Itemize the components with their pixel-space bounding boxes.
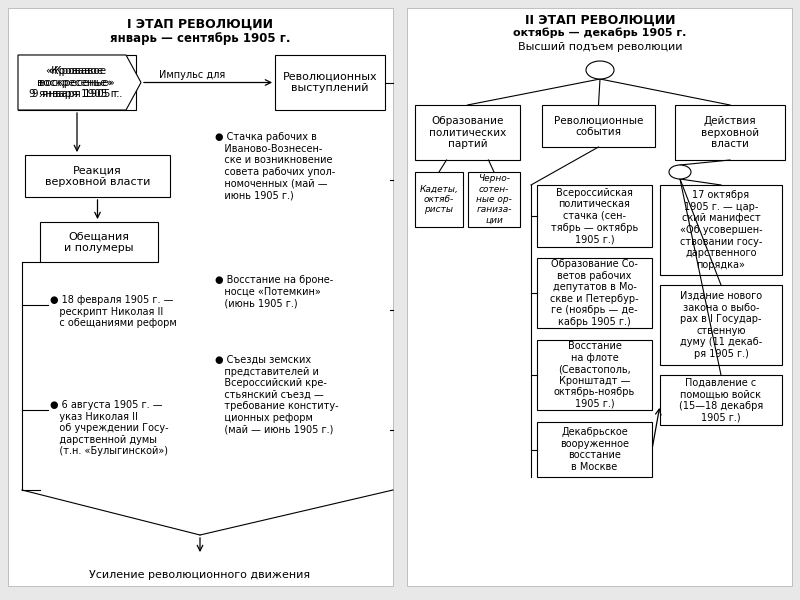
- FancyBboxPatch shape: [537, 185, 652, 247]
- FancyBboxPatch shape: [415, 172, 463, 227]
- Bar: [8, 8, 393, 586]
- Text: «Кровавое
воскресенье»
9 января 1905 г.: «Кровавое воскресенье» 9 января 1905 г.: [32, 66, 122, 99]
- Text: Образование
политических
партий: Образование политических партий: [429, 116, 506, 149]
- FancyBboxPatch shape: [542, 105, 655, 147]
- Ellipse shape: [586, 61, 614, 79]
- Text: ● 18 февраля 1905 г. —
   рескрипт Николая II
   с обещаниями реформ: ● 18 февраля 1905 г. — рескрипт Николая …: [50, 295, 177, 328]
- FancyBboxPatch shape: [18, 55, 136, 110]
- FancyBboxPatch shape: [25, 155, 170, 197]
- FancyBboxPatch shape: [537, 422, 652, 477]
- Text: Обещания
и полумеры: Обещания и полумеры: [64, 231, 134, 253]
- FancyBboxPatch shape: [537, 340, 652, 410]
- FancyBboxPatch shape: [660, 375, 782, 425]
- Text: 17 октября
1905 г. — цар-
ский манифест
«Об усовершен-
ствовании госу-
дарственн: 17 октября 1905 г. — цар- ский манифест …: [680, 190, 762, 270]
- Text: I ЭТАП РЕВОЛЮЦИИ: I ЭТАП РЕВОЛЮЦИИ: [127, 18, 273, 31]
- FancyBboxPatch shape: [415, 105, 520, 160]
- Text: Восстание
на флоте
(Севастополь,
Кронштадт —
октябрь-ноябрь
1905 г.): Восстание на флоте (Севастополь, Кроншта…: [554, 341, 635, 409]
- Text: октябрь — декабрь 1905 г.: октябрь — декабрь 1905 г.: [514, 28, 686, 38]
- FancyBboxPatch shape: [275, 55, 385, 110]
- Text: II ЭТАП РЕВОЛЮЦИИ: II ЭТАП РЕВОЛЮЦИИ: [525, 14, 675, 27]
- Text: «Кровавое
воскресенье»
9 января 1905 г.: «Кровавое воскресенье» 9 января 1905 г.: [30, 66, 120, 99]
- Text: Реакция
верховной власти: Реакция верховной власти: [45, 165, 150, 187]
- FancyBboxPatch shape: [468, 172, 520, 227]
- Text: Всероссийская
политическая
стачка (сен-
тябрь — октябрь
1905 г.): Всероссийская политическая стачка (сен- …: [551, 188, 638, 244]
- Text: январь — сентябрь 1905 г.: январь — сентябрь 1905 г.: [110, 32, 290, 45]
- FancyBboxPatch shape: [675, 105, 785, 160]
- Text: Черно-
сотен-
ные ор-
ганиза-
ции: Черно- сотен- ные ор- ганиза- ции: [476, 174, 512, 225]
- Text: Образование Со-
ветов рабочих
депутатов в Мо-
скве и Петербур-
ге (ноябрь — де-
: Образование Со- ветов рабочих депутатов …: [550, 259, 639, 327]
- Text: Действия
верховной
власти: Действия верховной власти: [701, 116, 759, 149]
- Text: Высший подъем революции: Высший подъем революции: [518, 42, 682, 52]
- Text: ● Съезды земских
   представителей и
   Всероссийский кре-
   стьянский съезд —
: ● Съезды земских представителей и Всерос…: [215, 355, 338, 434]
- Text: Усиление революционного движения: Усиление революционного движения: [90, 570, 310, 580]
- Text: Кадеты,
октяб-
ристы: Кадеты, октяб- ристы: [419, 185, 458, 214]
- FancyBboxPatch shape: [537, 258, 652, 328]
- Text: ● Восстание на броне-
   носце «Потемкин»
   (июнь 1905 г.): ● Восстание на броне- носце «Потемкин» (…: [215, 275, 334, 308]
- Bar: [407, 8, 792, 586]
- FancyBboxPatch shape: [660, 185, 782, 275]
- Ellipse shape: [669, 165, 691, 179]
- FancyBboxPatch shape: [660, 285, 782, 365]
- Text: Революционных
выступлений: Революционных выступлений: [282, 72, 378, 93]
- Text: ● Стачка рабочих в
   Иваново-Вознесен-
   ске и возникновение
   совета рабочих: ● Стачка рабочих в Иваново-Вознесен- ске…: [215, 132, 335, 200]
- Text: ● 6 августа 1905 г. —
   указ Николая II
   об учреждении Госу-
   дарственной д: ● 6 августа 1905 г. — указ Николая II об…: [50, 400, 169, 457]
- FancyBboxPatch shape: [40, 222, 158, 262]
- Text: Революционные
события: Революционные события: [554, 115, 643, 137]
- Text: Издание нового
закона о выбо-
рах в I Государ-
ственную
думу (11 декаб-
ря 1905 : Издание нового закона о выбо- рах в I Го…: [680, 291, 762, 359]
- Text: Подавление с
помощью войск
(15—18 декабря
1905 г.): Подавление с помощью войск (15—18 декабр…: [679, 377, 763, 422]
- Text: Импульс для: Импульс для: [159, 70, 225, 80]
- Text: Декабрьское
вооруженное
восстание
в Москве: Декабрьское вооруженное восстание в Моск…: [560, 427, 629, 472]
- Polygon shape: [18, 55, 141, 110]
